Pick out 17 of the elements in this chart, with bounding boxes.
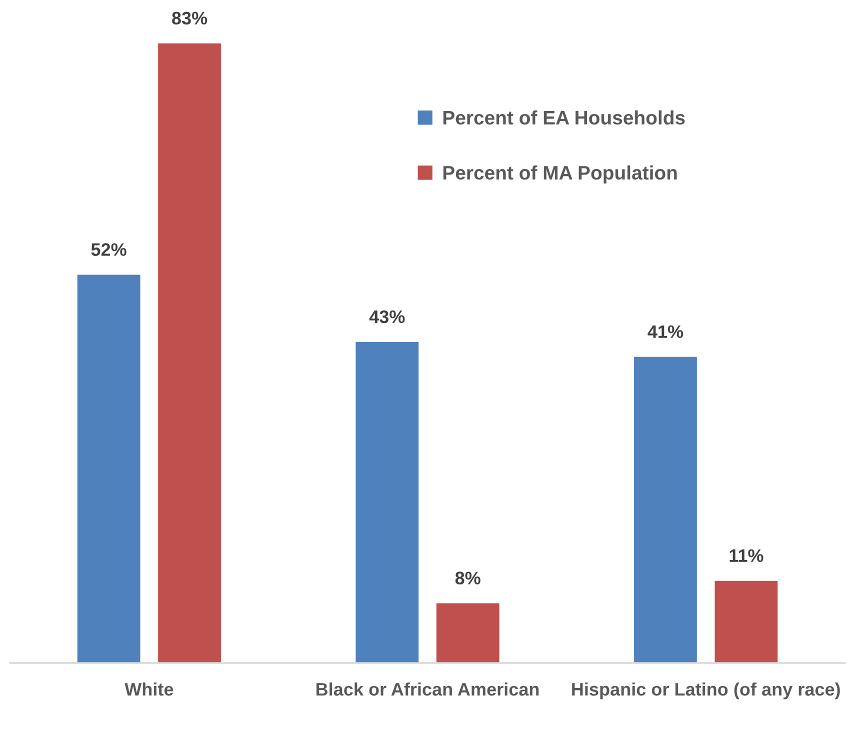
legend-label: Percent of EA Households [443,110,685,125]
data-label: 11% [730,549,764,562]
x-tick-label: White [124,682,174,696]
data-label: 52% [91,243,126,256]
bar [356,342,419,663]
bar [158,43,221,663]
x-tick-label: Black or African American [316,682,539,696]
data-label: 43% [369,310,405,324]
data-label: 83% [172,12,208,25]
bar [436,603,500,663]
legend-label: Percent of MA Population [443,165,677,184]
data-label: 41% [648,325,684,338]
bar [634,356,697,663]
bar [77,274,140,663]
x-tick-label: Hispanic or Latino (of any race) [572,682,840,700]
data-label: 8% [455,572,480,584]
bar [714,580,778,663]
